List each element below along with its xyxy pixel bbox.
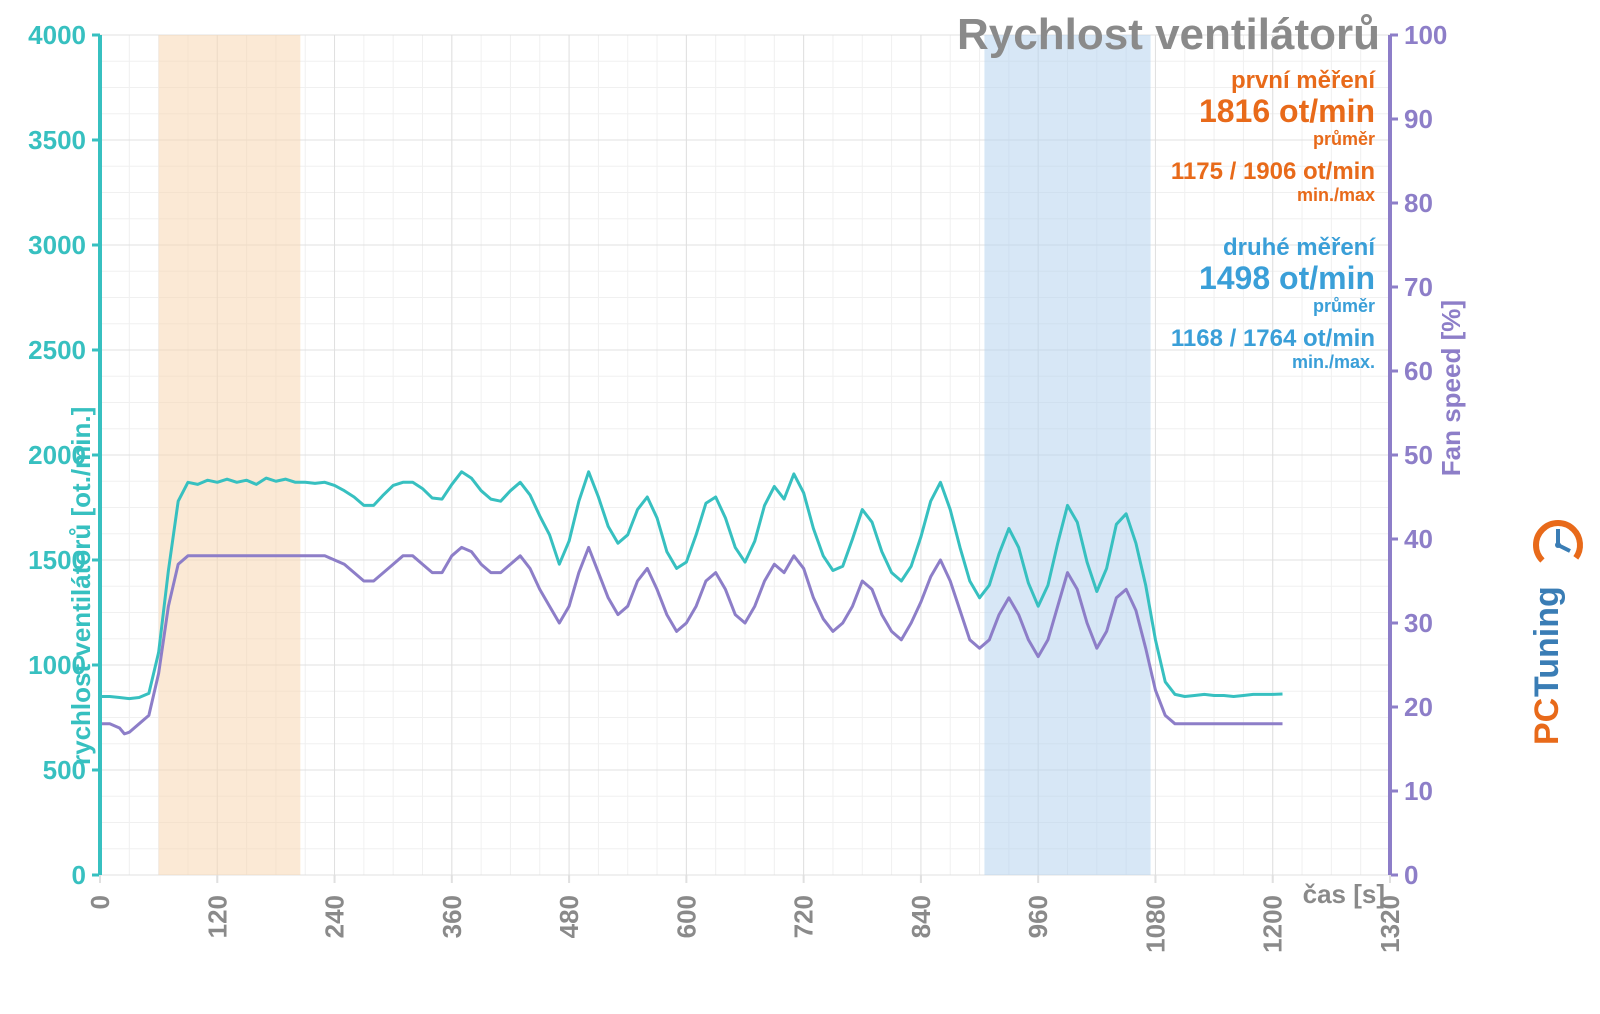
svg-text:360: 360 (437, 895, 467, 938)
svg-text:120: 120 (202, 895, 232, 938)
band-orange (159, 35, 301, 875)
svg-text:3500: 3500 (28, 125, 86, 155)
svg-text:30: 30 (1404, 608, 1433, 638)
svg-text:720: 720 (789, 895, 819, 938)
svg-text:PC: PC (1528, 698, 1566, 745)
m2-sub2: min./max. (1171, 353, 1375, 373)
x-label: čas [s] (1303, 879, 1385, 909)
svg-text:20: 20 (1404, 692, 1433, 722)
svg-text:480: 480 (554, 895, 584, 938)
svg-text:1080: 1080 (1140, 895, 1170, 953)
y-right-label: Fan speed [%] (1436, 300, 1466, 476)
m1-heading: první měření (1171, 68, 1375, 94)
svg-text:3000: 3000 (28, 230, 86, 260)
m1-value: 1816 ot/min (1171, 94, 1375, 129)
svg-text:0: 0 (72, 860, 86, 890)
svg-text:2500: 2500 (28, 335, 86, 365)
m2-sub1: průměr (1171, 297, 1375, 317)
svg-text:80: 80 (1404, 188, 1433, 218)
svg-text:240: 240 (320, 895, 350, 938)
m1-sub1: průměr (1171, 130, 1375, 150)
svg-text:100: 100 (1404, 20, 1447, 50)
m1-sub2: min./max (1171, 186, 1375, 206)
svg-text:Tuning: Tuning (1528, 586, 1566, 697)
svg-text:1200: 1200 (1258, 895, 1288, 953)
y-left-label: rychlost ventilátorů [ot./min.] (66, 407, 96, 765)
svg-text:0: 0 (1404, 860, 1418, 890)
svg-text:60: 60 (1404, 356, 1433, 386)
m2-value: 1498 ot/min (1171, 261, 1375, 296)
annotation-measurement-1: první měření 1816 ot/min průměr 1175 / 1… (1171, 68, 1375, 206)
svg-text:70: 70 (1404, 272, 1433, 302)
m1-range: 1175 / 1906 ot/min (1171, 159, 1375, 185)
m2-range: 1168 / 1764 ot/min (1171, 326, 1375, 352)
chart-title: Rychlost ventilátorů (957, 10, 1380, 60)
svg-text:0: 0 (85, 895, 115, 909)
svg-text:4000: 4000 (28, 20, 86, 50)
svg-text:50: 50 (1404, 440, 1433, 470)
svg-text:40: 40 (1404, 524, 1433, 554)
svg-text:840: 840 (906, 895, 936, 938)
svg-text:10: 10 (1404, 776, 1433, 806)
annotation-measurement-2: druhé měření 1498 ot/min průměr 1168 / 1… (1171, 235, 1375, 373)
svg-text:90: 90 (1404, 104, 1433, 134)
pctuning-logo: PC Tuning (1528, 500, 1588, 780)
fan-speed-chart: 0500100015002000250030003500400001020304… (0, 0, 1600, 1009)
band-blue (984, 35, 1150, 875)
m2-heading: druhé měření (1171, 235, 1375, 261)
svg-text:960: 960 (1023, 895, 1053, 938)
svg-text:600: 600 (671, 895, 701, 938)
